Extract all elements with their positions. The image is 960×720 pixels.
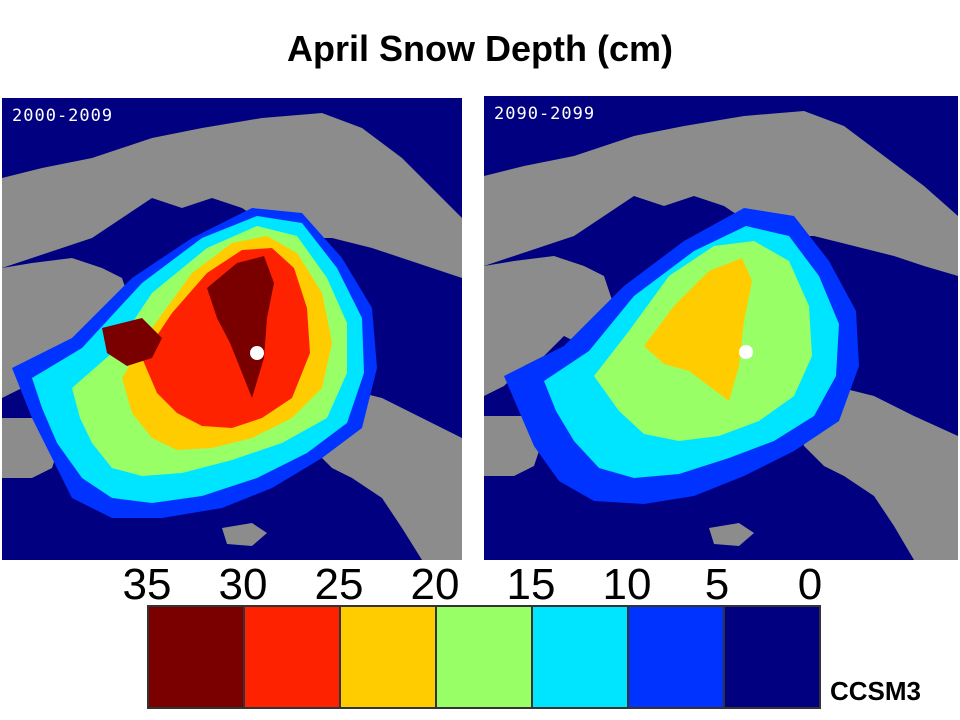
- period-label: 2000-2009: [12, 106, 114, 126]
- land-iceland: [222, 523, 267, 546]
- colorbar-tick: 10: [602, 560, 652, 609]
- colorbar-swatch-3: [437, 607, 533, 707]
- period-label: 2090-2099: [494, 104, 596, 124]
- model-label: CCSM3: [830, 676, 922, 706]
- colorbar-tick: 15: [506, 560, 556, 609]
- colorbar-tick: 0: [797, 560, 823, 609]
- map-panel-2000-2009: 2000-2009: [2, 98, 462, 560]
- colorbar-tick: 35: [122, 560, 172, 609]
- north-pole-marker: [739, 345, 753, 359]
- land-iceland: [709, 523, 754, 546]
- colorbar-swatch-4: [533, 607, 629, 707]
- colorbar-swatch-6: [725, 607, 819, 707]
- band-archipelago-deep: [102, 318, 162, 366]
- land-siberia: [2, 113, 462, 278]
- colorbar-swatch-5: [629, 607, 725, 707]
- colorbar-tick-labels: 35 30 25 20 15 10 5 0: [0, 560, 960, 610]
- colorbar-tick: 5: [704, 560, 730, 609]
- colorbar-tick: 30: [218, 560, 268, 609]
- map-panel-2090-2099: 2090-2099: [484, 96, 958, 560]
- colorbar-swatch-2: [341, 607, 437, 707]
- colorbar: [147, 605, 821, 709]
- land-north-america: [484, 256, 614, 396]
- colorbar-tick: 20: [410, 560, 460, 609]
- band-15-20: [644, 258, 752, 401]
- snow-depth-map-2090-2099: [484, 96, 958, 560]
- colorbar-swatch-1: [245, 607, 341, 707]
- snow-depth-map-2000-2009: [2, 98, 462, 560]
- land-scandinavia: [794, 386, 958, 560]
- land-siberia: [484, 111, 958, 276]
- north-pole-marker: [250, 346, 264, 360]
- colorbar-tick: 25: [314, 560, 364, 609]
- band-25-30: [207, 256, 274, 398]
- colorbar-swatch-0: [149, 607, 245, 707]
- figure-title: April Snow Depth (cm): [287, 28, 673, 69]
